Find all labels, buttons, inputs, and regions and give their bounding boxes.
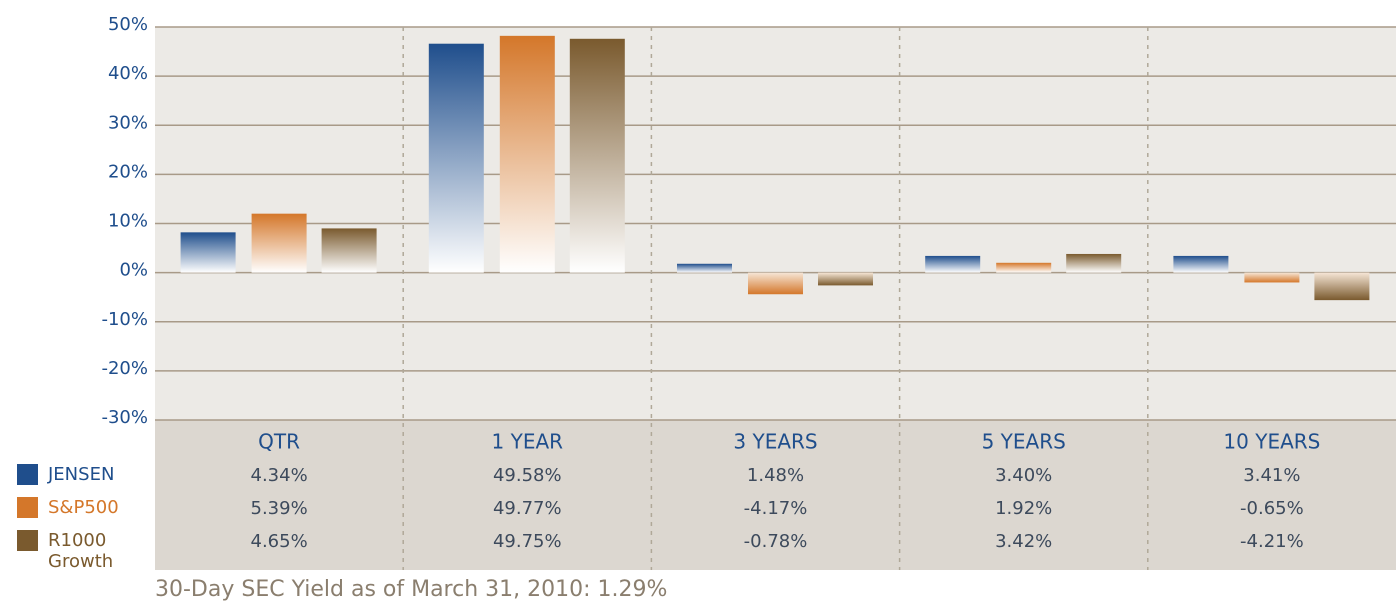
bar xyxy=(818,272,873,286)
bar xyxy=(1066,253,1122,273)
x-tick-label: 5 YEARS xyxy=(982,430,1066,454)
legend-label: R1000 Growth xyxy=(48,530,114,572)
x-tick-label: 10 YEARS xyxy=(1223,430,1320,454)
legend-swatch xyxy=(17,497,38,518)
y-tick-label: -30% xyxy=(101,407,148,428)
table-cell: 3.40% xyxy=(995,465,1052,486)
y-tick-label: 10% xyxy=(108,211,148,232)
table-cell: -4.17% xyxy=(744,498,808,519)
bar xyxy=(251,213,307,273)
bar xyxy=(180,232,236,273)
x-tick-label: 1 YEAR xyxy=(492,430,564,454)
y-tick-label: 50% xyxy=(108,14,148,35)
bar xyxy=(1244,272,1300,283)
bar xyxy=(677,263,732,273)
bar xyxy=(996,262,1052,273)
y-tick-label: -20% xyxy=(101,358,148,379)
bar xyxy=(428,43,484,273)
table-cell: 4.34% xyxy=(251,465,308,486)
y-tick-label: 40% xyxy=(108,63,148,84)
bar xyxy=(1314,272,1370,301)
table-cell: 1.92% xyxy=(995,498,1052,519)
bar xyxy=(499,35,555,273)
table-cell: 49.77% xyxy=(493,498,562,519)
bar xyxy=(321,228,377,273)
footnote: 30-Day SEC Yield as of March 31, 2010: 1… xyxy=(155,577,667,602)
table-cell: -4.21% xyxy=(1240,531,1304,552)
x-tick-label: QTR xyxy=(258,430,300,454)
x-tick-label: 3 YEARS xyxy=(733,430,817,454)
table-cell: -0.65% xyxy=(1240,498,1304,519)
table-cell: -0.78% xyxy=(744,531,808,552)
table-cell: 5.39% xyxy=(251,498,308,519)
legend-label: JENSEN xyxy=(48,464,115,485)
table-cell: 3.42% xyxy=(995,531,1052,552)
bar xyxy=(925,255,981,273)
table-cell: 49.75% xyxy=(493,531,562,552)
legend-swatch xyxy=(17,464,38,485)
table-bg xyxy=(155,420,1396,570)
bar xyxy=(748,272,803,295)
y-tick-label: 0% xyxy=(119,260,148,281)
bar xyxy=(1173,255,1229,273)
y-tick-label: 30% xyxy=(108,112,148,133)
table-cell: 3.41% xyxy=(1243,465,1300,486)
y-tick-label: 20% xyxy=(108,161,148,182)
y-tick-label: -10% xyxy=(101,309,148,330)
table-cell: 1.48% xyxy=(747,465,804,486)
table-cell: 4.65% xyxy=(251,531,308,552)
legend-swatch xyxy=(17,530,38,551)
bar xyxy=(569,38,625,273)
table-cell: 49.58% xyxy=(493,465,562,486)
legend-label: S&P500 xyxy=(48,497,119,518)
